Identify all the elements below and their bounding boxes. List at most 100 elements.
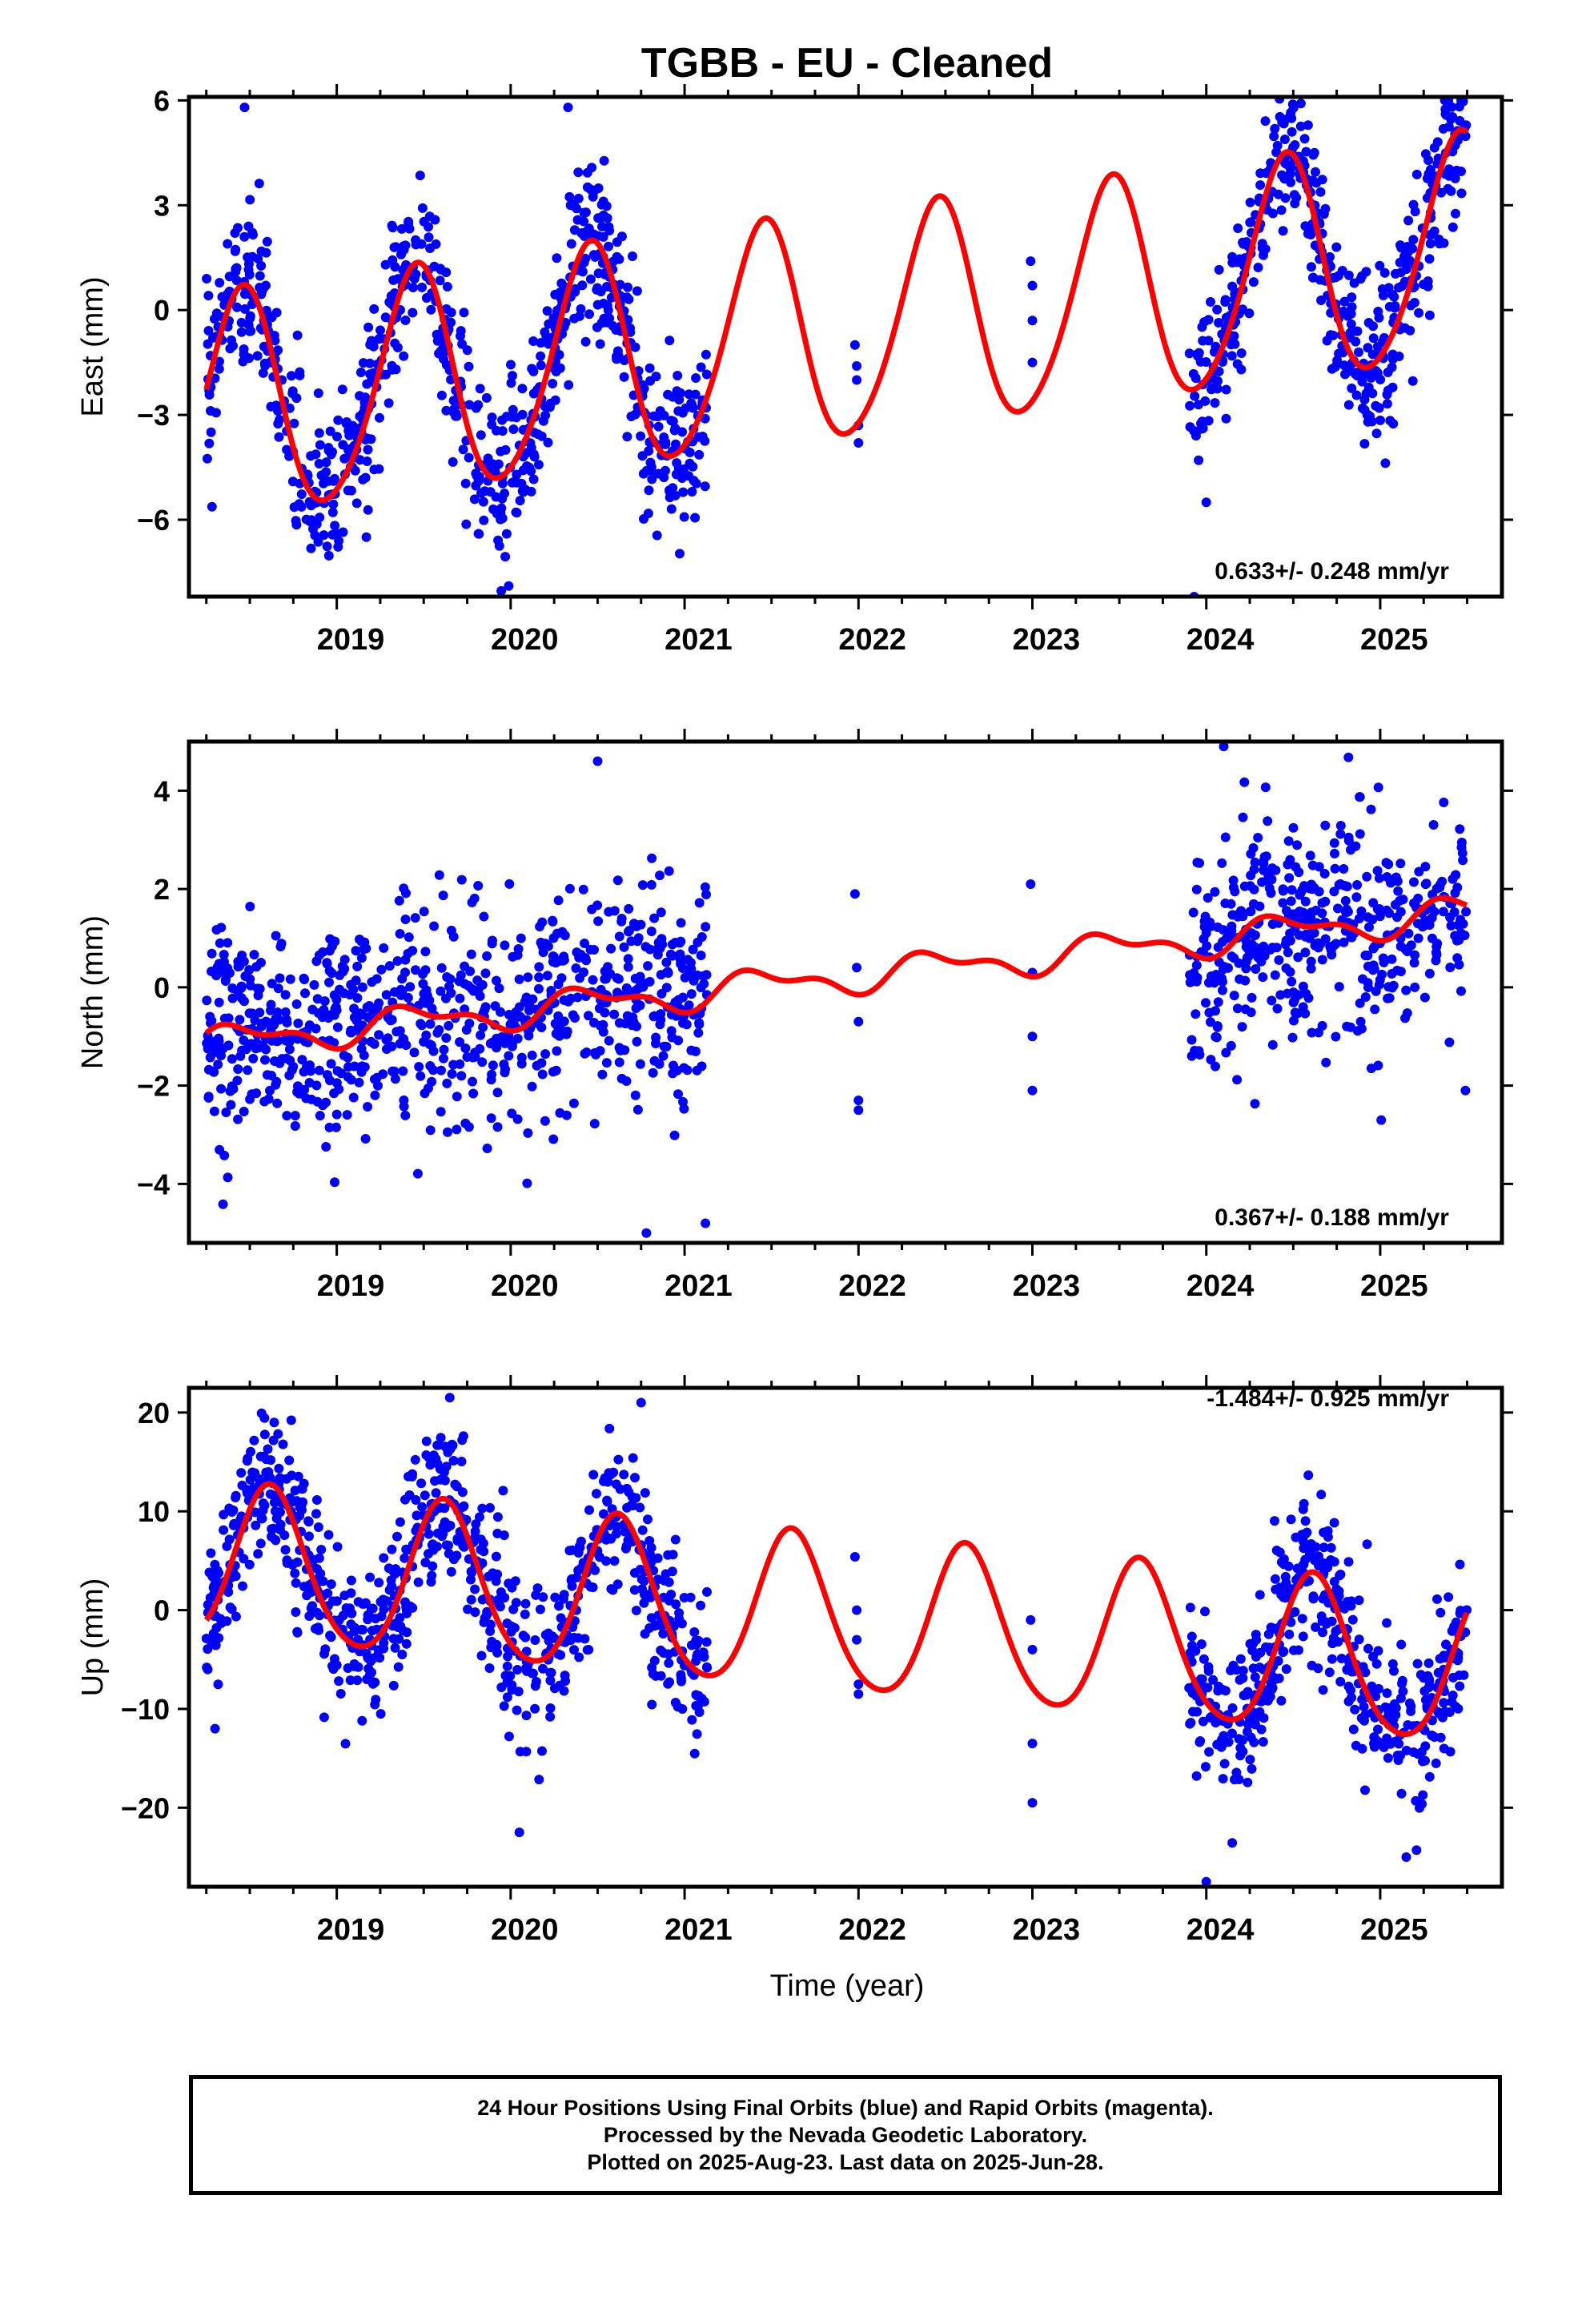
up-point <box>346 1588 356 1598</box>
north-point <box>1313 938 1323 948</box>
up-point <box>1270 1516 1279 1526</box>
up-point <box>413 1577 424 1587</box>
north-point <box>589 1018 599 1027</box>
up-point <box>290 1568 300 1578</box>
east-point <box>291 516 301 526</box>
up-point <box>531 1590 541 1600</box>
up-point <box>1317 1561 1327 1570</box>
north-point <box>285 974 295 984</box>
up-point <box>1186 1631 1197 1642</box>
north-point <box>1278 898 1288 908</box>
east-point <box>1456 188 1467 199</box>
up-point <box>349 1661 359 1671</box>
east-point <box>1346 319 1356 329</box>
north-point <box>1458 855 1468 866</box>
north-point <box>1192 858 1203 867</box>
up-point <box>1319 1527 1329 1538</box>
north-point <box>479 911 489 922</box>
east-point <box>369 464 379 475</box>
north-point <box>516 1052 527 1063</box>
north-point <box>601 1058 612 1068</box>
north-point <box>318 1100 328 1111</box>
north-point <box>571 963 581 973</box>
east-point <box>501 529 512 539</box>
north-point <box>562 1026 572 1036</box>
north-point <box>312 994 323 1004</box>
up-point <box>363 1663 374 1674</box>
up-point <box>383 1563 394 1574</box>
north-point <box>390 1074 400 1084</box>
up-point <box>202 1663 212 1673</box>
up-point <box>410 1454 420 1465</box>
east-point <box>1351 368 1361 378</box>
north-point <box>1424 968 1435 979</box>
up-point <box>658 1629 669 1638</box>
north-point <box>686 989 697 999</box>
north-point <box>678 1018 688 1028</box>
up-point <box>393 1662 404 1672</box>
north-point <box>1355 998 1365 1008</box>
up-ylabel: Up (mm) <box>76 1578 110 1697</box>
north-point <box>324 977 334 987</box>
up-point <box>224 1534 235 1545</box>
up-point <box>513 1687 524 1697</box>
up-point <box>1452 1655 1463 1666</box>
east-point <box>566 239 576 249</box>
north-point <box>1288 822 1299 833</box>
east-point <box>244 353 255 364</box>
east-point <box>1230 339 1240 349</box>
east-point <box>458 444 468 455</box>
east-point <box>497 426 508 436</box>
north-point <box>262 1070 272 1080</box>
north-point <box>1342 1021 1352 1031</box>
north-point <box>477 1057 488 1068</box>
up-point <box>1347 1692 1357 1703</box>
north-point <box>596 984 606 995</box>
up-point <box>599 1509 608 1519</box>
east-point <box>365 369 375 380</box>
north-point <box>1334 982 1344 992</box>
north-point <box>246 1039 256 1049</box>
east-point <box>1443 183 1453 194</box>
east-point <box>690 513 701 523</box>
north-point <box>1343 907 1353 917</box>
east-point <box>417 282 428 292</box>
east-point <box>223 239 233 249</box>
east-point <box>204 438 215 448</box>
north-point <box>1290 1007 1300 1018</box>
east-point <box>320 476 331 487</box>
north-point <box>1232 1075 1243 1085</box>
east-point <box>334 536 344 546</box>
north-point <box>271 1036 282 1047</box>
north-point <box>397 974 408 984</box>
east-point <box>1338 348 1348 358</box>
east-point <box>1460 131 1471 142</box>
north-point <box>1263 816 1273 826</box>
north-point <box>554 1031 564 1041</box>
up-point <box>1027 1644 1038 1655</box>
up-point <box>521 1663 532 1673</box>
north-point <box>853 1016 864 1027</box>
north-ytick-label: −4 <box>137 1168 170 1200</box>
up-point <box>259 1429 270 1440</box>
east-point <box>289 418 299 428</box>
up-point <box>1360 1785 1370 1795</box>
east-point <box>327 507 338 517</box>
north-point <box>265 1085 275 1096</box>
north-point <box>604 1035 614 1046</box>
north-point <box>623 962 633 972</box>
north-point <box>425 1125 436 1136</box>
east-point <box>604 241 613 251</box>
east-point <box>287 371 296 381</box>
north-point <box>1283 836 1294 846</box>
east-point <box>408 308 418 318</box>
east-point <box>1411 169 1422 179</box>
north-point <box>514 1002 524 1012</box>
up-point <box>420 1490 430 1501</box>
north-point <box>852 963 862 973</box>
east-point <box>593 183 604 193</box>
east-point <box>321 467 331 477</box>
up-point <box>515 1747 525 1757</box>
north-point <box>492 1088 503 1098</box>
